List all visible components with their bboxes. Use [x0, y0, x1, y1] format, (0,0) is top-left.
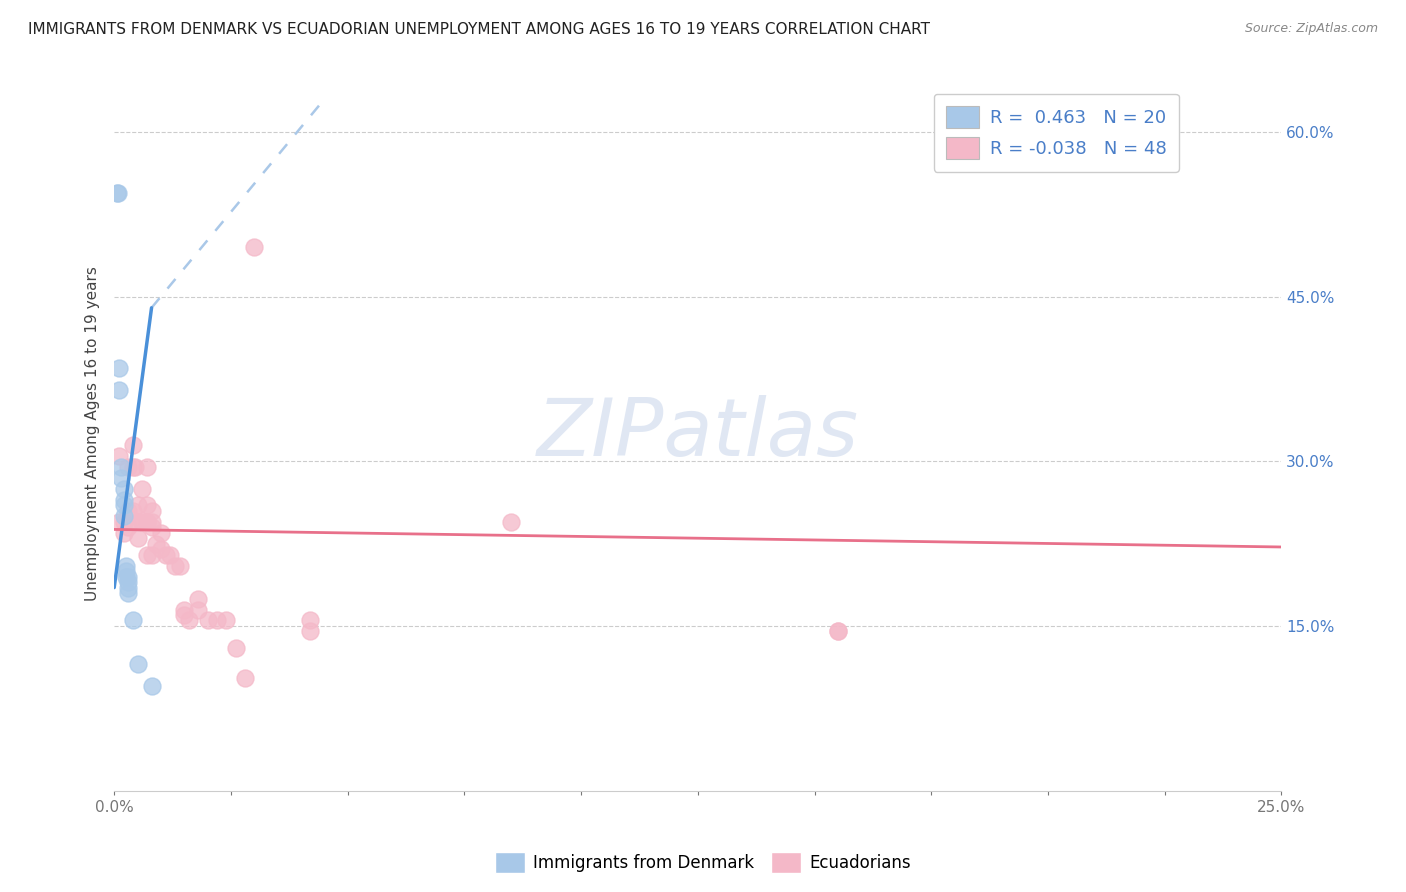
- Point: [127, 498, 149, 512]
- Point: [173, 607, 195, 622]
- Point: [149, 542, 172, 557]
- Text: IMMIGRANTS FROM DENMARK VS ECUADORIAN UNEMPLOYMENT AMONG AGES 16 TO 19 YEARS COR: IMMIGRANTS FROM DENMARK VS ECUADORIAN UN…: [28, 22, 931, 37]
- Point: [149, 525, 172, 540]
- Point: [121, 459, 143, 474]
- Point: [117, 459, 139, 474]
- Point: [108, 449, 131, 463]
- Point: [127, 515, 149, 529]
- Point: [121, 504, 143, 518]
- Point: [112, 482, 135, 496]
- Point: [205, 614, 228, 628]
- Point: [299, 624, 322, 639]
- Point: [187, 591, 209, 606]
- Point: [187, 602, 209, 616]
- Point: [121, 438, 143, 452]
- Point: [121, 614, 143, 628]
- Point: [141, 504, 163, 518]
- Point: [124, 459, 146, 474]
- Point: [225, 640, 247, 655]
- Point: [112, 515, 135, 529]
- Legend: R =  0.463   N = 20, R = -0.038   N = 48: R = 0.463 N = 20, R = -0.038 N = 48: [934, 94, 1180, 172]
- Point: [117, 520, 139, 534]
- Point: [141, 515, 163, 529]
- Point: [110, 471, 132, 485]
- Point: [117, 569, 139, 583]
- Point: [299, 614, 322, 628]
- Text: Source: ZipAtlas.com: Source: ZipAtlas.com: [1244, 22, 1378, 36]
- Point: [215, 614, 238, 628]
- Point: [135, 459, 157, 474]
- Point: [141, 548, 163, 562]
- Point: [135, 515, 157, 529]
- Point: [127, 657, 149, 672]
- Point: [233, 671, 256, 685]
- Point: [108, 383, 131, 397]
- Point: [131, 515, 153, 529]
- Point: [112, 509, 135, 524]
- Point: [177, 614, 200, 628]
- Legend: Immigrants from Denmark, Ecuadorians: Immigrants from Denmark, Ecuadorians: [488, 846, 918, 880]
- Point: [131, 482, 153, 496]
- Point: [155, 548, 177, 562]
- Point: [197, 614, 219, 628]
- Point: [145, 537, 167, 551]
- Point: [115, 569, 138, 583]
- Point: [243, 240, 266, 254]
- Point: [108, 515, 131, 529]
- Point: [131, 515, 153, 529]
- Point: [112, 525, 135, 540]
- Point: [135, 515, 157, 529]
- Point: [108, 361, 131, 376]
- Point: [163, 558, 186, 573]
- Point: [141, 679, 163, 693]
- Point: [117, 581, 139, 595]
- Point: [115, 558, 138, 573]
- Point: [141, 520, 163, 534]
- Point: [107, 186, 129, 200]
- Point: [159, 548, 181, 562]
- Point: [827, 624, 849, 639]
- Point: [127, 531, 149, 545]
- Text: ZIPatlas: ZIPatlas: [537, 395, 859, 473]
- Point: [112, 498, 135, 512]
- Point: [499, 515, 522, 529]
- Point: [169, 558, 191, 573]
- Point: [117, 586, 139, 600]
- Point: [112, 492, 135, 507]
- Point: [117, 575, 139, 590]
- Point: [135, 498, 157, 512]
- Point: [110, 459, 132, 474]
- Point: [115, 564, 138, 578]
- Point: [117, 504, 139, 518]
- Point: [105, 186, 128, 200]
- Point: [135, 548, 157, 562]
- Point: [173, 602, 195, 616]
- Point: [827, 624, 849, 639]
- Y-axis label: Unemployment Among Ages 16 to 19 years: Unemployment Among Ages 16 to 19 years: [86, 267, 100, 601]
